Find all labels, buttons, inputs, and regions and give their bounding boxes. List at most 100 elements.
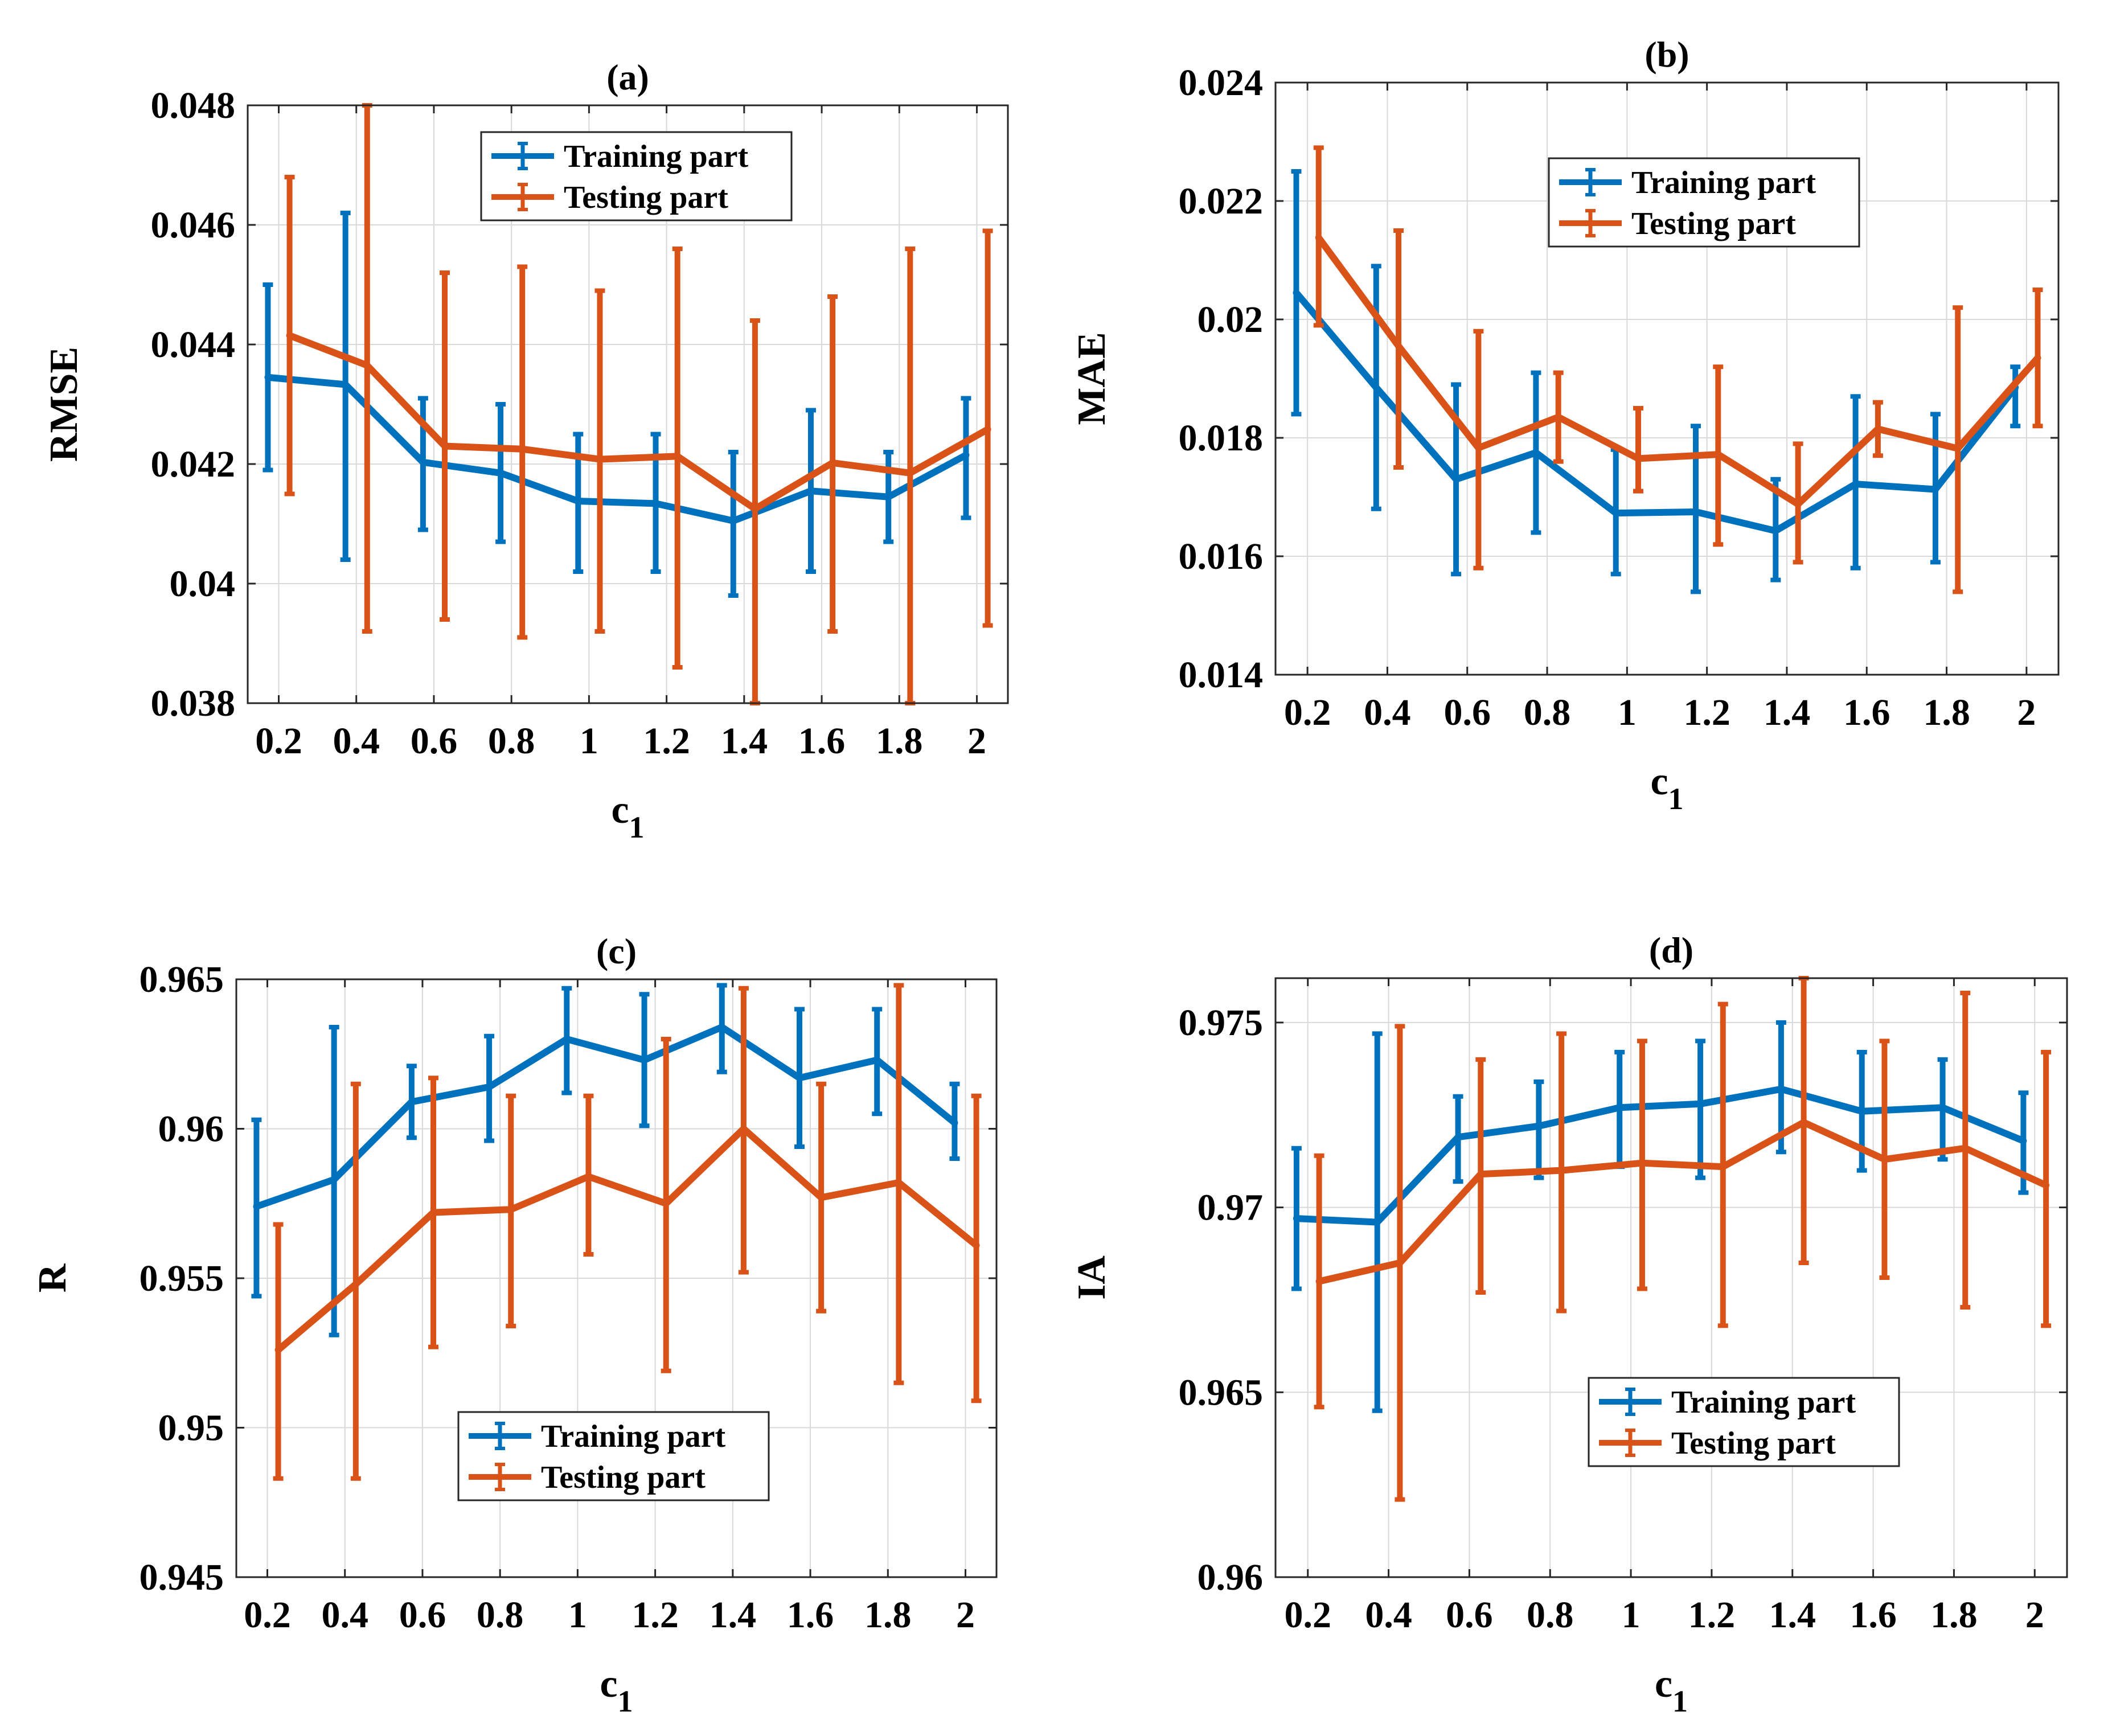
panel-b: 0.2 0.4 0.6 0.8 1 1.2 1.4 1.6 1.8 2 0.014 0.016 0.01… xyxy=(1070,34,2060,816)
x-tick-label: 0.8 xyxy=(1527,1594,1574,1636)
x-tick-label: 2 xyxy=(2025,1594,2044,1636)
y-tick-label: 0.044 xyxy=(151,324,236,366)
y-tick-label: 0.024 xyxy=(1179,62,1264,104)
y-tick-label: 0.02 xyxy=(1198,299,1264,340)
x-tick-label: 1.6 xyxy=(1849,1594,1897,1636)
legend-label-training: Training part xyxy=(541,1419,725,1454)
x-tick-label: 0.2 xyxy=(255,720,302,762)
panel-title: (a) xyxy=(606,57,649,97)
x-tick-label: 1.2 xyxy=(631,1594,679,1636)
y-tick-label: 0.965 xyxy=(1179,1372,1264,1413)
x-tick-label: 1.2 xyxy=(1688,1594,1736,1636)
y-tick-label: 0.046 xyxy=(151,204,236,246)
legend-box xyxy=(1548,157,1860,248)
x-tick-label: 1.8 xyxy=(864,1594,912,1636)
panel-title: (b) xyxy=(1645,34,1689,75)
legend-label-testing: Testing part xyxy=(1671,1426,1836,1461)
y-axis-label: MAE xyxy=(1070,332,1114,425)
legend-box xyxy=(1588,1377,1900,1467)
x-tick-label: 1.8 xyxy=(1930,1594,1978,1636)
y-axis-label: IA xyxy=(1070,1255,1114,1300)
x-tick-label: 1.4 xyxy=(1769,1594,1816,1636)
x-tick-label: 1.4 xyxy=(1764,692,1811,733)
x-tick-label: 0.6 xyxy=(1443,692,1491,733)
y-tick-label: 0.018 xyxy=(1179,417,1264,459)
panel-title: (c) xyxy=(596,931,637,971)
y-tick-label: 0.014 xyxy=(1179,654,1264,696)
series-line-testing xyxy=(1315,1119,2050,1285)
panel-title: (d) xyxy=(1649,930,1693,970)
y-tick-label: 0.965 xyxy=(140,959,224,1000)
y-tick-label: 0.016 xyxy=(1179,536,1264,577)
series-line-training xyxy=(253,1024,958,1210)
axes-frame xyxy=(1274,977,2068,1578)
axes-frame xyxy=(247,104,1009,704)
x-tick-label: 0.8 xyxy=(1524,692,1571,733)
legend-label-testing: Testing part xyxy=(564,180,728,215)
y-tick-label: 0.945 xyxy=(140,1557,224,1598)
x-tick-label: 0.8 xyxy=(477,1594,524,1636)
legend: Training part Testing part xyxy=(457,1411,770,1501)
x-tick-label: 2 xyxy=(956,1594,975,1636)
legend-label-testing: Testing part xyxy=(1631,206,1796,241)
x-tick-label: 1.6 xyxy=(798,720,846,762)
x-axis-label: c1 xyxy=(611,788,644,844)
y-tick-label: 0.97 xyxy=(1198,1187,1264,1229)
series-line-training xyxy=(264,374,970,524)
x-tick-label: 0.4 xyxy=(333,720,380,762)
y-tick-label: 0.022 xyxy=(1179,180,1264,222)
plot-area xyxy=(1276,978,2067,1577)
y-tick-label: 0.04 xyxy=(170,563,236,605)
series-line-training xyxy=(1293,1085,2027,1226)
x-tick-label: 1 xyxy=(1618,692,1637,733)
x-tick-label: 1.6 xyxy=(1843,692,1890,733)
legend-label-training: Training part xyxy=(1671,1385,1856,1420)
x-tick-label: 0.4 xyxy=(1364,692,1411,733)
x-tick-label: 1.2 xyxy=(1683,692,1730,733)
y-axis-label: R xyxy=(31,1263,75,1292)
x-tick-label: 1.6 xyxy=(787,1594,834,1636)
x-tick-label: 1.4 xyxy=(721,720,768,762)
panel-a: 0.2 0.4 0.6 0.8 1 1.2 1.4 1.6 1.8 2 0.038 0.04 0.042… xyxy=(42,57,1009,844)
legend: Training part Testing part xyxy=(480,131,793,221)
x-tick-label: 0.2 xyxy=(244,1594,291,1636)
y-tick-label: 0.96 xyxy=(158,1109,224,1150)
panel-c: 0.2 0.4 0.6 0.8 1 1.2 1.4 1.6 1.8 2 0.945 0.95 0.955… xyxy=(31,931,998,1718)
y-axis-label: RMSE xyxy=(42,347,86,462)
legend-label-training: Training part xyxy=(564,139,748,174)
y-tick-label: 0.95 xyxy=(158,1407,224,1449)
x-axis-label: c1 xyxy=(1655,1662,1688,1718)
x-axis-label: c1 xyxy=(1650,760,1683,816)
x-tick-label: 1 xyxy=(1622,1594,1641,1636)
x-tick-label: 2 xyxy=(2017,692,2036,733)
panel-d: 0.2 0.4 0.6 0.8 1 1.2 1.4 1.6 1.8 2 0.96 0.965 0.97 0… xyxy=(1070,930,2068,1718)
series-line-testing xyxy=(1315,234,2041,508)
series-line-testing xyxy=(286,332,991,512)
y-tick-label: 0.048 xyxy=(151,85,236,126)
x-tick-label: 1.4 xyxy=(710,1594,757,1636)
x-tick-label: 0.6 xyxy=(399,1594,446,1636)
legend-label-training: Training part xyxy=(1631,165,1816,200)
y-tick-label: 0.038 xyxy=(151,683,236,724)
x-tick-label: 0.2 xyxy=(1284,692,1331,733)
y-tick-label: 0.955 xyxy=(140,1258,224,1299)
series-line-training xyxy=(1293,289,2019,535)
legend-label-testing: Testing part xyxy=(541,1460,706,1495)
legend: Training part Testing part xyxy=(1588,1377,1900,1467)
x-tick-label: 0.6 xyxy=(411,720,458,762)
x-tick-label: 1.8 xyxy=(876,720,923,762)
y-tick-label: 0.975 xyxy=(1179,1002,1264,1044)
x-tick-label: 0.4 xyxy=(321,1594,368,1636)
x-tick-label: 1.2 xyxy=(643,720,690,762)
axes-frame xyxy=(1274,81,2060,676)
x-tick-label: 2 xyxy=(967,720,986,762)
y-tick-label: 0.042 xyxy=(151,444,236,485)
y-tick-label: 0.96 xyxy=(1198,1557,1264,1598)
x-tick-label: 0.8 xyxy=(488,720,535,762)
x-tick-label: 0.6 xyxy=(1446,1594,1493,1636)
x-tick-label: 1 xyxy=(580,720,598,762)
x-axis-label: c1 xyxy=(600,1662,633,1718)
x-tick-label: 1 xyxy=(568,1594,587,1636)
x-tick-label: 0.2 xyxy=(1284,1594,1331,1636)
